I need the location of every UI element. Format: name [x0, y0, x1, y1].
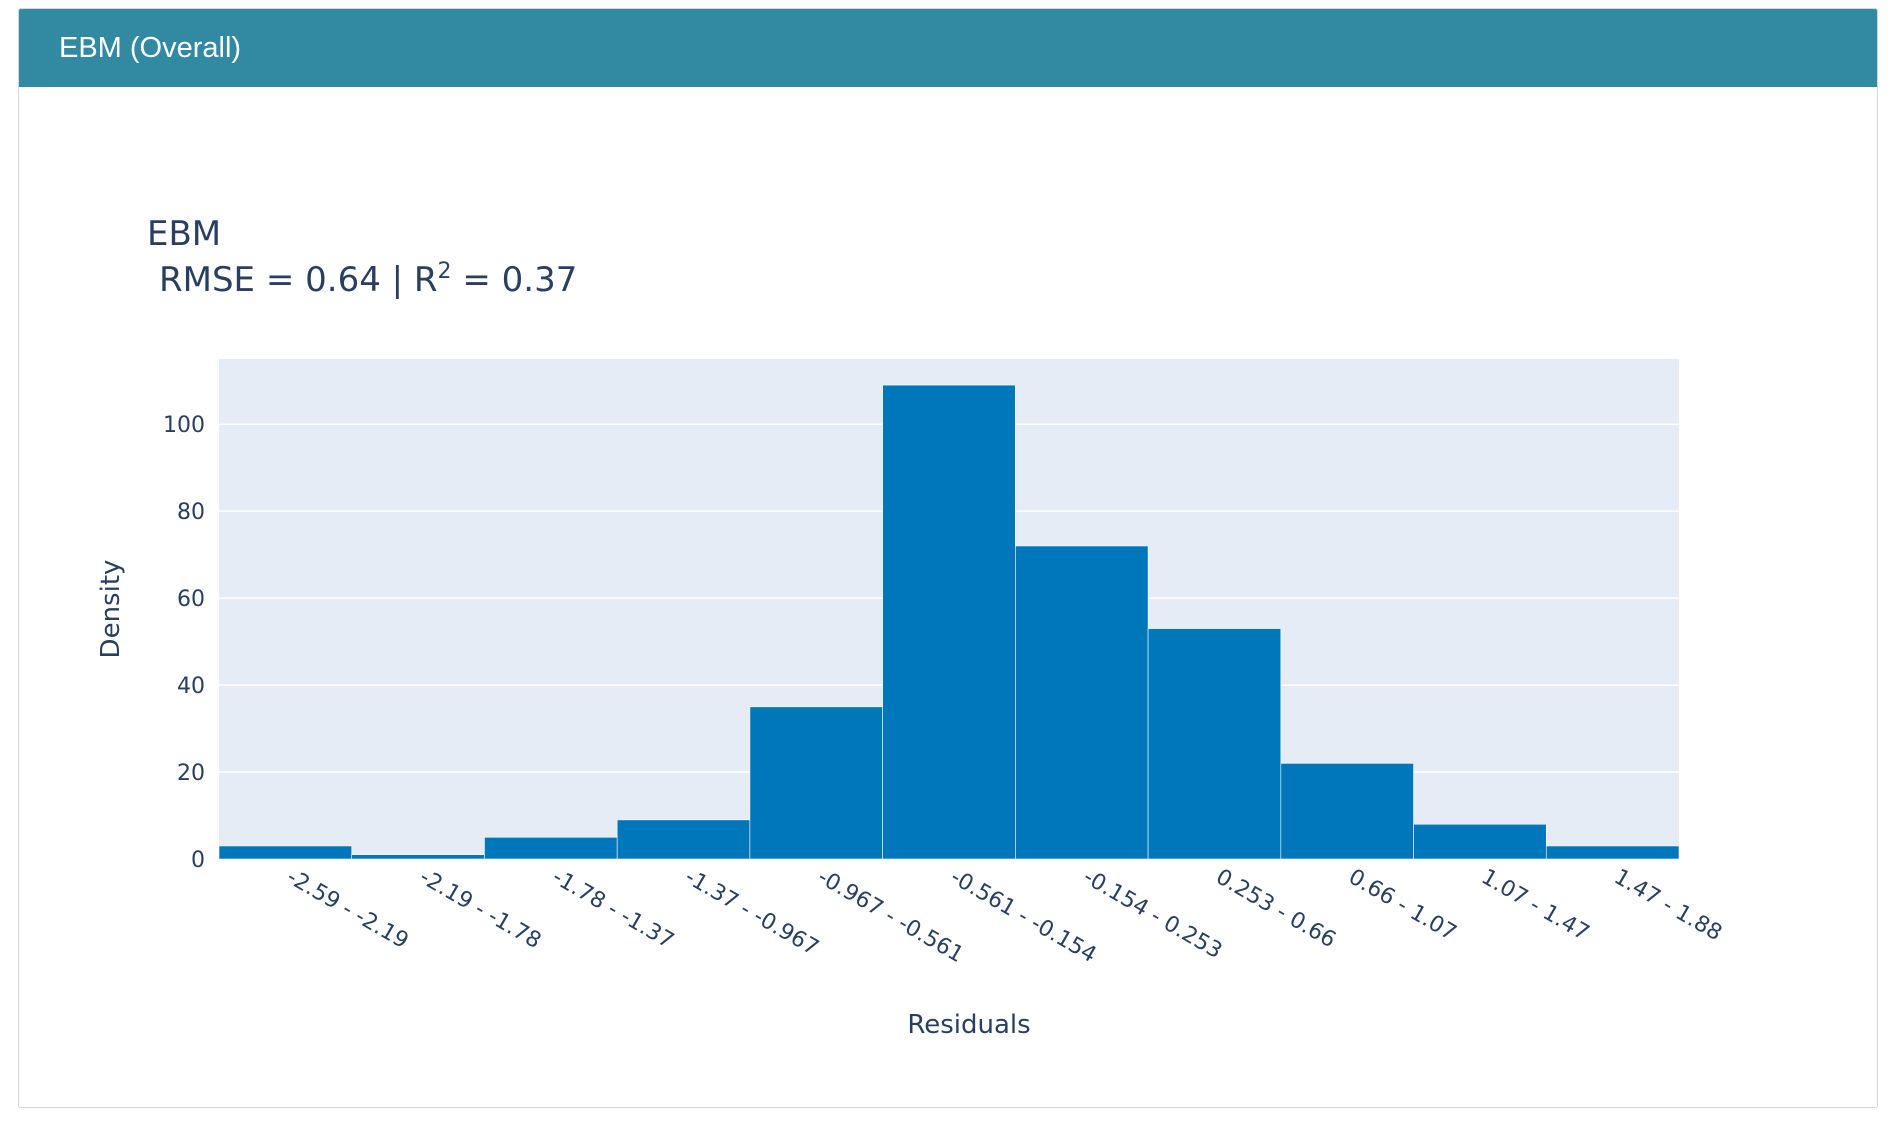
chart-subtitle-prefix: RMSE = 0.64 | R	[159, 260, 438, 300]
x-tick-label: -1.78 - -1.37	[548, 865, 678, 955]
histogram-bar	[882, 384, 1016, 860]
x-tick-label: -1.37 - -0.967	[681, 865, 823, 962]
x-tick-label: 0.253 - 0.66	[1211, 865, 1339, 954]
chart-panel: EBM (Overall) EBM RMSE = 0.64 | R2 = 0.3…	[18, 8, 1878, 1108]
panel-header: EBM (Overall)	[19, 9, 1877, 87]
y-tick-label: 40	[177, 674, 205, 699]
histogram-bar	[1280, 763, 1414, 860]
bars	[218, 384, 1680, 860]
x-tick-label: -2.19 - -1.78	[415, 865, 545, 955]
histogram-bar	[616, 819, 751, 860]
y-tick-label: 0	[191, 848, 205, 873]
x-tick-label: -2.59 - -2.19	[282, 865, 412, 955]
y-axis-label: Density	[96, 560, 126, 659]
x-tick-label: -0.967 - -0.561	[813, 865, 967, 969]
y-tick-label: 20	[177, 761, 205, 786]
histogram-bar	[351, 854, 485, 860]
x-axis-label: Residuals	[907, 1010, 1030, 1040]
chart-subtitle-suffix: = 0.37	[452, 260, 578, 300]
y-tick-label: 60	[177, 587, 205, 612]
x-tick-label: 0.66 - 1.07	[1344, 865, 1460, 947]
y-tick-label: 100	[163, 413, 205, 438]
chart-subtitle-sup: 2	[438, 259, 452, 284]
chart-subtitle: RMSE = 0.64 | R2 = 0.37	[159, 259, 577, 300]
panel-title: EBM (Overall)	[59, 31, 242, 64]
histogram-bar	[484, 836, 618, 860]
x-tick-label: -0.561 - -0.154	[946, 865, 1100, 969]
x-tick-label: 1.47 - 1.88	[1610, 865, 1726, 947]
histogram-bar	[749, 706, 883, 860]
x-tick-label: -0.154 - 0.253	[1079, 865, 1226, 965]
histogram-bar	[218, 845, 353, 860]
histogram-bar	[1413, 823, 1547, 860]
y-axis-ticks: 0 20 40 60 80 100	[163, 413, 205, 873]
histogram-bar	[1545, 845, 1680, 860]
histogram-bar	[1015, 545, 1149, 860]
x-axis-ticks: -2.59 - -2.19 -2.19 - -1.78 -1.78 - -1.37-…	[282, 865, 1726, 969]
chart-title: EBM	[147, 214, 221, 254]
y-tick-label: 80	[177, 500, 205, 525]
histogram-chart: EBM RMSE = 0.64 | R2 = 0.37 0 20 40 60 80 100…	[96, 214, 1726, 1040]
chart-area: EBM RMSE = 0.64 | R2 = 0.37 0 20 40 60 80 100…	[19, 87, 1877, 1107]
x-tick-label: 1.07 - 1.47	[1477, 865, 1593, 947]
histogram-bar	[1147, 628, 1282, 860]
